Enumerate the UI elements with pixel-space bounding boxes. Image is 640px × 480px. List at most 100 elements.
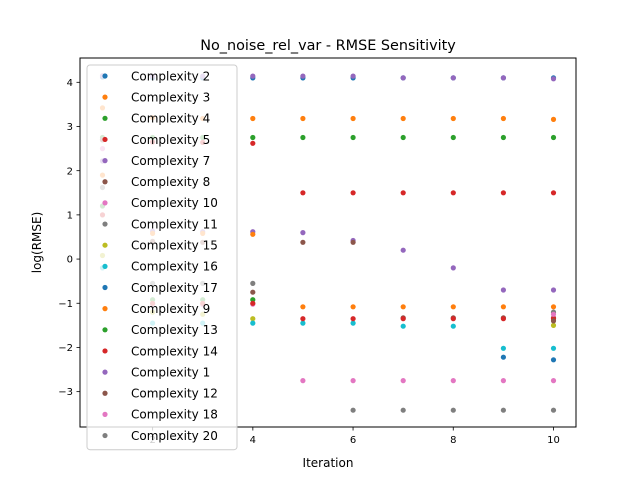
legend-label: Complexity 18 bbox=[131, 408, 218, 422]
legend-box bbox=[86, 64, 238, 451]
data-point bbox=[250, 297, 256, 303]
legend-label: Complexity 3 bbox=[131, 90, 210, 104]
legend-marker bbox=[102, 306, 108, 312]
data-point bbox=[550, 322, 557, 328]
data-point bbox=[350, 320, 356, 326]
data-point bbox=[250, 300, 256, 306]
y-tick-label: 4 bbox=[67, 78, 73, 89]
series-complexity-12 bbox=[550, 318, 557, 324]
legend-item: Complexity 7 bbox=[102, 154, 210, 168]
data-point bbox=[550, 304, 557, 310]
legend-item: Complexity 17 bbox=[102, 281, 218, 295]
y-axis-label: log(RMSE) bbox=[30, 212, 44, 274]
data-point bbox=[350, 304, 356, 310]
data-point bbox=[500, 304, 506, 310]
data-point bbox=[500, 75, 506, 81]
data-point bbox=[400, 75, 406, 81]
data-point bbox=[300, 115, 306, 122]
legend-label: Complexity 5 bbox=[131, 133, 210, 147]
data-point bbox=[550, 378, 557, 384]
series-complexity-20 bbox=[350, 407, 557, 413]
y-tick-label: 0 bbox=[67, 255, 73, 266]
legend-marker bbox=[102, 348, 108, 354]
data-point bbox=[450, 407, 456, 413]
legend-item: Complexity 14 bbox=[102, 344, 218, 358]
data-point bbox=[250, 73, 256, 79]
legend-marker bbox=[102, 94, 108, 100]
legend-label: Complexity 10 bbox=[131, 196, 218, 210]
legend-marker bbox=[102, 115, 108, 121]
data-point bbox=[450, 265, 456, 271]
legend-label: Complexity 11 bbox=[131, 217, 218, 231]
series-complexity-17 bbox=[500, 354, 557, 363]
data-point bbox=[450, 75, 456, 81]
data-point bbox=[250, 289, 256, 295]
data-point bbox=[550, 134, 557, 141]
data-point bbox=[400, 134, 406, 141]
data-point bbox=[500, 115, 506, 122]
legend-item: Complexity 16 bbox=[102, 260, 218, 274]
legend-marker bbox=[102, 327, 108, 333]
legend-label: Complexity 17 bbox=[131, 281, 218, 295]
legend-label: Complexity 16 bbox=[131, 260, 218, 274]
y-tick-label: 2 bbox=[67, 166, 73, 177]
data-point bbox=[400, 323, 406, 329]
legend-label: Complexity 12 bbox=[131, 387, 218, 401]
legend-item: Complexity 4 bbox=[102, 112, 210, 126]
data-point bbox=[350, 239, 356, 245]
data-point bbox=[350, 407, 356, 413]
data-point bbox=[400, 378, 406, 384]
data-point bbox=[500, 316, 506, 322]
y-tick-label: 1 bbox=[67, 210, 73, 221]
data-point bbox=[400, 190, 406, 196]
data-point bbox=[250, 140, 256, 146]
legend-item: Complexity 3 bbox=[102, 90, 210, 104]
data-point bbox=[250, 134, 256, 141]
y-tick-label: −1 bbox=[58, 299, 73, 310]
data-point bbox=[300, 134, 306, 141]
legend-marker bbox=[102, 411, 108, 417]
data-point bbox=[400, 316, 406, 322]
data-point bbox=[300, 230, 306, 236]
legend-label: Complexity 20 bbox=[131, 429, 218, 443]
legend-item: Complexity 9 bbox=[102, 302, 210, 316]
legend-marker bbox=[102, 179, 108, 185]
data-point bbox=[400, 304, 406, 310]
x-tick-label: 4 bbox=[250, 435, 256, 446]
legend-item: Complexity 18 bbox=[102, 408, 218, 422]
data-point bbox=[400, 247, 406, 253]
legend-item: Complexity 2 bbox=[102, 69, 210, 83]
data-point bbox=[300, 304, 306, 310]
data-point bbox=[250, 320, 256, 326]
data-point bbox=[350, 115, 356, 122]
legend-marker bbox=[102, 263, 108, 269]
data-point bbox=[550, 311, 557, 317]
data-point bbox=[550, 287, 557, 293]
legend-item: Complexity 20 bbox=[102, 429, 218, 443]
legend-marker bbox=[102, 242, 108, 248]
legend-marker bbox=[102, 284, 108, 291]
data-point bbox=[500, 407, 506, 413]
legend-marker bbox=[102, 136, 108, 143]
data-point bbox=[350, 134, 356, 141]
legend-marker bbox=[102, 221, 108, 227]
legend-marker bbox=[102, 158, 108, 164]
legend-label: Complexity 14 bbox=[131, 344, 218, 358]
data-point bbox=[500, 134, 506, 141]
y-axis-ticks: −3 −2 −1 0 1 2 3 4 bbox=[58, 78, 80, 398]
data-point bbox=[550, 345, 557, 351]
legend-label: Complexity 7 bbox=[131, 154, 210, 168]
legend-marker bbox=[102, 369, 108, 375]
legend-label: Complexity 8 bbox=[131, 175, 210, 189]
legend-label: Complexity 1 bbox=[131, 365, 210, 379]
legend-marker bbox=[102, 200, 108, 206]
data-point bbox=[450, 190, 456, 196]
data-point bbox=[250, 231, 256, 237]
data-point bbox=[450, 134, 456, 141]
data-point bbox=[500, 378, 506, 384]
legend-item: Complexity 11 bbox=[102, 217, 218, 231]
legend-item: Complexity 10 bbox=[102, 196, 218, 210]
plot-frame bbox=[79, 57, 577, 428]
data-point bbox=[450, 115, 456, 122]
